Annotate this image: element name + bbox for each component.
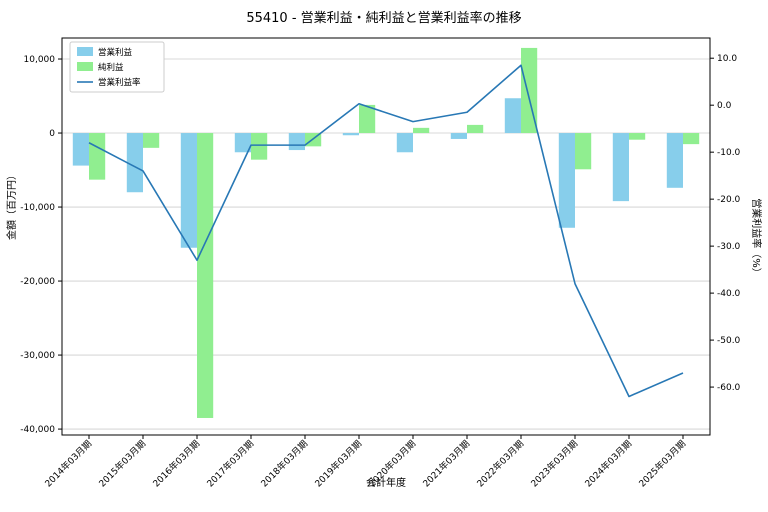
right-axis-ticks: 10.0 0.0 -10.0 -20.0 -30.0 -40.0 -50.0 -60.0 — [710, 54, 741, 393]
left-y-axis-label: 金額（百万円） — [5, 170, 18, 240]
margin-line — [88, 64, 684, 398]
bar — [450, 133, 467, 139]
bar — [359, 104, 376, 134]
bar — [234, 133, 251, 153]
x-axis-label: 会計年度 — [366, 476, 406, 489]
svg-text:10,000: 10,000 — [24, 55, 56, 65]
svg-text:0: 0 — [49, 129, 55, 139]
svg-text:2023年03月期: 2023年03月期 — [528, 438, 580, 490]
svg-text:10.0: 10.0 — [717, 54, 737, 64]
svg-text:-20,000: -20,000 — [20, 277, 55, 287]
svg-text:2017年03月期: 2017年03月期 — [204, 438, 256, 490]
svg-text:-50.0: -50.0 — [717, 336, 741, 346]
bar — [504, 98, 521, 134]
legend-label: 純利益 — [98, 62, 124, 73]
svg-text:2019年03月期: 2019年03月期 — [312, 438, 364, 490]
bar — [666, 133, 683, 188]
bar — [683, 133, 700, 145]
svg-text:0.0: 0.0 — [717, 101, 732, 111]
bar — [197, 133, 214, 418]
legend-label: 営業利益率 — [98, 77, 141, 88]
chart-title: 55410 - 営業利益・純利益と営業利益率の推移 — [246, 10, 521, 26]
bar — [126, 133, 143, 193]
svg-text:2024年03月期: 2024年03月期 — [582, 438, 634, 490]
svg-text:-40,000: -40,000 — [20, 425, 55, 435]
svg-text:2015年03月期: 2015年03月期 — [96, 438, 148, 490]
svg-text:2016年03月期: 2016年03月期 — [150, 438, 202, 490]
bar — [180, 133, 197, 248]
bar — [143, 133, 160, 148]
svg-text:-10.0: -10.0 — [717, 148, 741, 158]
bar — [558, 133, 575, 228]
bar — [413, 127, 430, 134]
svg-text:2021年03月期: 2021年03月期 — [420, 438, 472, 490]
bar — [288, 133, 305, 151]
svg-text:2018年03月期: 2018年03月期 — [258, 438, 310, 490]
bar — [342, 133, 359, 136]
bar — [396, 133, 413, 153]
svg-text:-10,000: -10,000 — [20, 203, 55, 213]
plot-area: 10,000 0 -10,000 -20,000 -30,000 -40,000 10.0 0… — [20, 37, 741, 490]
bar — [575, 133, 592, 170]
svg-text:2014年03月期: 2014年03月期 — [42, 438, 94, 490]
bar — [72, 133, 89, 166]
bar-series — [72, 47, 700, 418]
bar — [629, 133, 646, 140]
left-axis-ticks: 10,000 0 -10,000 -20,000 -30,000 -40,000 — [20, 55, 62, 435]
legend-swatch — [77, 47, 93, 56]
plot-border — [61, 37, 711, 436]
legend-swatch — [77, 62, 93, 71]
gridlines — [62, 58, 710, 430]
plot-background — [62, 38, 710, 435]
svg-text:-30.0: -30.0 — [717, 242, 741, 252]
svg-text:-20.0: -20.0 — [717, 195, 741, 205]
bar — [251, 133, 268, 160]
right-y-axis-label: 営業利益率（%） — [750, 198, 763, 278]
bar — [612, 133, 629, 202]
bar — [467, 124, 484, 134]
svg-text:2025年03月期: 2025年03月期 — [636, 438, 688, 490]
legend-label: 営業利益 — [98, 47, 133, 58]
svg-text:-60.0: -60.0 — [717, 383, 741, 393]
bar — [89, 133, 106, 180]
svg-text:-40.0: -40.0 — [717, 289, 741, 299]
svg-text:2022年03月期: 2022年03月期 — [474, 438, 526, 490]
svg-text:-30,000: -30,000 — [20, 351, 55, 361]
